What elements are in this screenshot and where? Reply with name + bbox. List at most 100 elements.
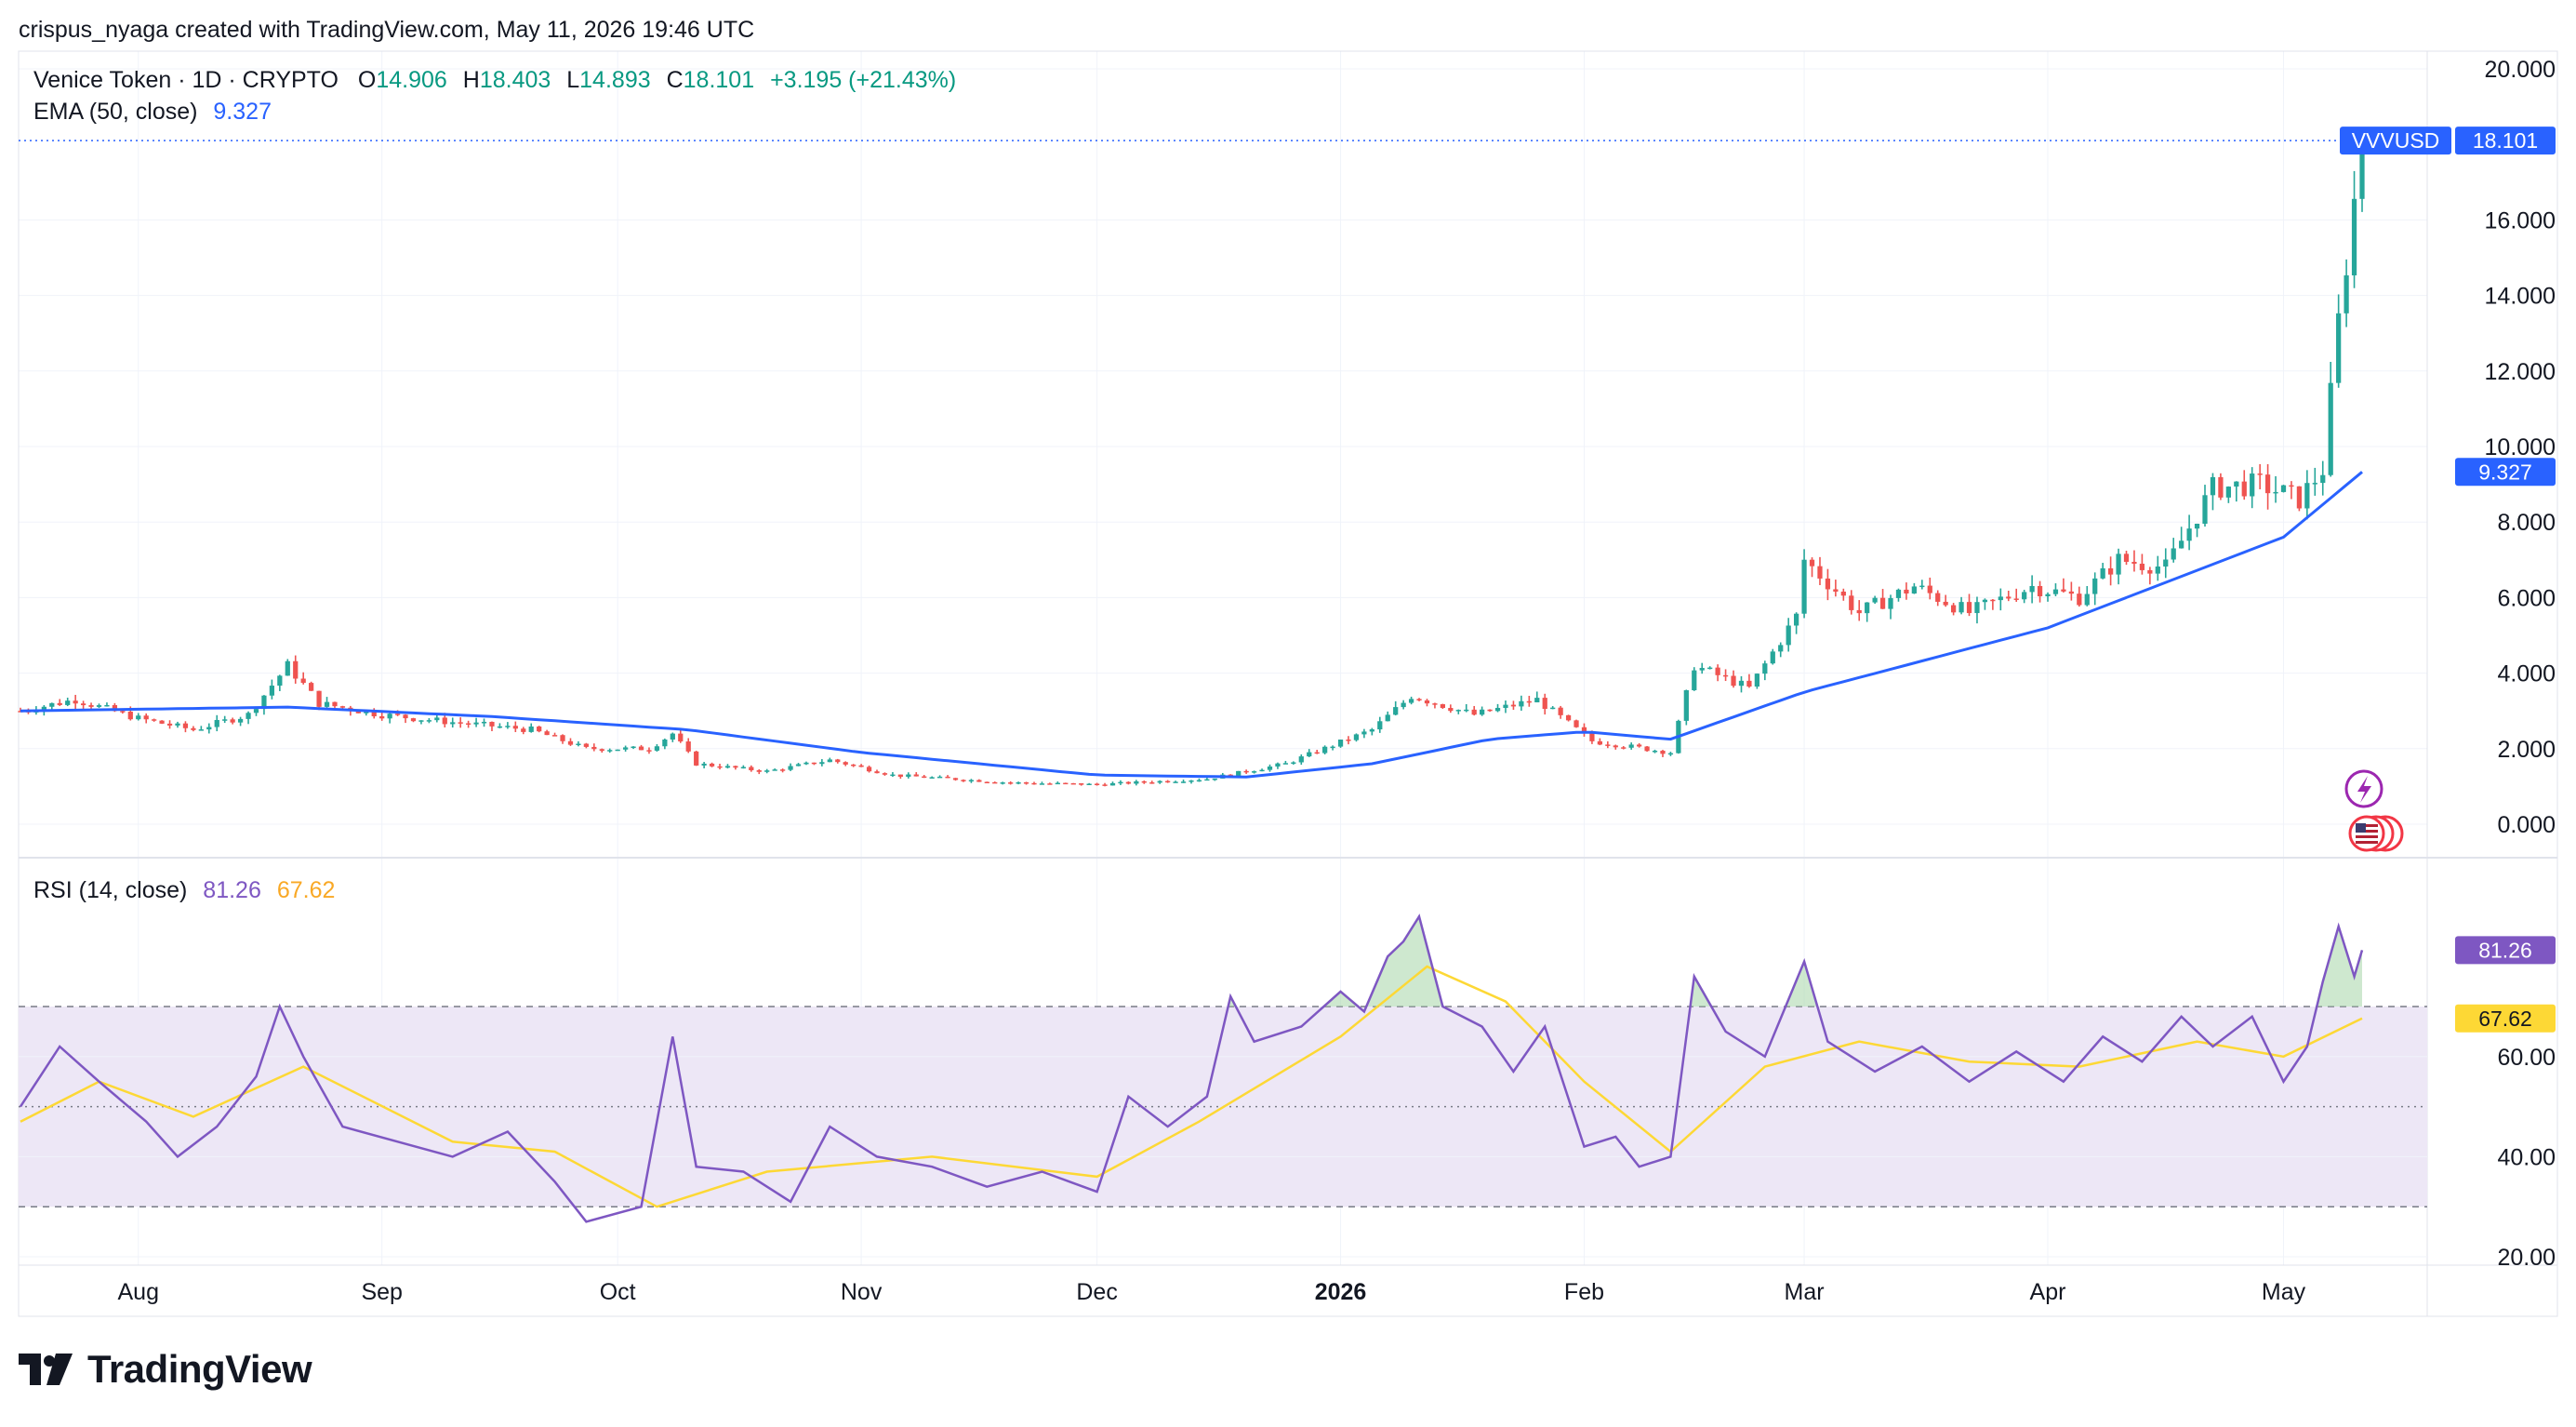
candle-body: [1157, 780, 1162, 783]
candle-body: [2280, 485, 2287, 492]
candle-body: [560, 735, 565, 741]
candle-body: [1801, 559, 1807, 614]
us-flag-event-icon[interactable]: [2348, 815, 2404, 852]
candle-body: [2304, 483, 2310, 509]
lightning-event-icon[interactable]: [2344, 769, 2383, 808]
candle-body: [2264, 474, 2271, 494]
rsi-badge-text: 81.26: [2478, 938, 2532, 962]
rsi-axis[interactable]: 20.00 40.00 60.00: [2497, 1045, 2556, 1271]
candle-body: [1291, 762, 1296, 764]
candle-body: [73, 700, 78, 704]
candle-body: [1849, 595, 1854, 610]
time-axis[interactable]: Aug Sep Oct Nov Dec 2026 Feb Mar Apr May: [118, 1279, 2306, 1305]
candle-body: [2234, 481, 2239, 487]
candle-body: [387, 714, 392, 719]
time-tick-label: Sep: [361, 1279, 402, 1305]
candle-body: [182, 723, 189, 728]
candle-body: [1455, 710, 1461, 712]
candle-body: [143, 715, 149, 720]
candle-body: [1204, 779, 1210, 781]
candle-body: [1337, 740, 1344, 747]
candle-body: [913, 774, 919, 777]
candle-body: [1008, 782, 1014, 784]
candle-body: [1180, 781, 1187, 783]
candle-body: [1879, 597, 1886, 609]
candle-body: [175, 723, 180, 726]
candle-body: [2289, 485, 2294, 487]
candle-body: [1683, 689, 1689, 721]
candle-body: [18, 711, 23, 713]
candle-body: [394, 714, 401, 715]
candle-body: [159, 720, 165, 724]
candle-body: [191, 727, 196, 730]
candle-body: [65, 700, 71, 705]
tradingview-wordmark: TradingView: [87, 1347, 312, 1391]
ema-line[interactable]: [20, 471, 2363, 779]
candle-body: [1754, 673, 1759, 687]
candle-body: [80, 703, 86, 706]
candle-body: [300, 678, 306, 684]
candle-body: [426, 720, 432, 722]
candle-body: [1707, 667, 1713, 670]
rsi-legend[interactable]: RSI (14, close) 81.26 67.62: [33, 877, 335, 903]
candle-body: [803, 762, 809, 765]
candle-body: [1778, 645, 1784, 652]
low-value: 14.893: [579, 67, 650, 93]
candle-body: [230, 719, 235, 723]
candle-body: [1188, 780, 1194, 782]
candle-body: [2194, 523, 2200, 529]
candle-body: [882, 773, 888, 775]
candle-body: [2257, 473, 2263, 475]
rsi-ma-line[interactable]: [20, 965, 2363, 1208]
candle-body: [1974, 602, 1980, 614]
candle-body: [316, 690, 322, 707]
price-tick-label: 20.000: [2485, 57, 2556, 83]
candle-body: [57, 702, 62, 705]
candle-body: [1196, 780, 1202, 782]
candle-body: [646, 750, 652, 752]
candle-body: [2006, 596, 2012, 599]
time-tick-label: Dec: [1076, 1279, 1117, 1305]
candle-body: [811, 762, 817, 765]
candle-body: [2171, 548, 2176, 560]
price-tick-label: 16.000: [2485, 207, 2556, 233]
candle-body: [654, 746, 660, 751]
symbol-legend[interactable]: Venice Token · 1D · CRYPTO O14.906 H18.4…: [33, 67, 956, 93]
ema-legend[interactable]: EMA (50, close) 9.327: [33, 99, 272, 125]
candle-body: [332, 701, 338, 707]
candle-body: [1307, 752, 1312, 757]
candle-body: [1243, 770, 1249, 773]
price-axis[interactable]: 0.000 2.000 4.000 6.000 8.000 10.000 12.000 14.…: [2485, 57, 2556, 838]
candle-body: [551, 735, 558, 737]
candle-body: [2147, 569, 2153, 574]
candle-body: [1464, 709, 1469, 712]
candle-body: [2092, 578, 2098, 594]
candle-body: [1149, 782, 1155, 784]
candle-body: [827, 759, 832, 763]
high-value: 18.403: [480, 67, 551, 93]
tradingview-logo[interactable]: TradingView: [19, 1347, 312, 1392]
candle-body: [1173, 781, 1178, 783]
candle-body: [1236, 770, 1242, 777]
candle-body: [2077, 593, 2082, 606]
candle-body: [607, 750, 613, 752]
candle-body: [489, 721, 495, 727]
candle-body: [458, 722, 463, 724]
candle-body: [152, 719, 157, 721]
rsi-line[interactable]: [19, 914, 2364, 1223]
candle-body: [2241, 481, 2247, 497]
main-pane[interactable]: [19, 51, 2427, 860]
candle-body: [1856, 609, 1862, 614]
candle-body: [1471, 709, 1477, 715]
candle-body: [2061, 589, 2066, 592]
candle-body: [1141, 780, 1147, 783]
candle-body: [2202, 495, 2208, 524]
time-tick-label: Nov: [841, 1279, 883, 1305]
time-tick-label: May: [2262, 1279, 2306, 1305]
candle-body: [1982, 599, 1988, 603]
ema-badge-text: 9.327: [2478, 460, 2532, 484]
candle-body: [961, 780, 966, 781]
candle-body: [1118, 781, 1123, 784]
candle-body: [1275, 763, 1281, 767]
